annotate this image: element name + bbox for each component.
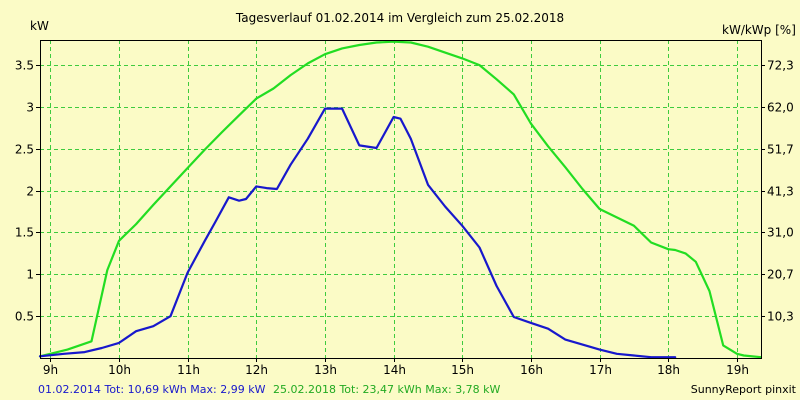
footer-stats-2014: 01.02.2014 Tot: 10,69 kWh Max: 2,99 kW xyxy=(38,383,266,396)
x-tick-label: 12h xyxy=(245,363,268,377)
y-tick-label-left: 2.5 xyxy=(15,143,34,157)
y-tick-label-left: 3.5 xyxy=(15,59,34,73)
x-tick-label: 11h xyxy=(177,363,200,377)
axis-ticks xyxy=(36,65,765,362)
x-tick-label: 17h xyxy=(589,363,612,377)
x-axis-tick-labels: 9h 10h 11h 12h 13h 14h 15h 16h 17h 18h 19h xyxy=(43,363,749,377)
y-tick-label-left: 0.5 xyxy=(15,310,34,324)
series-lines xyxy=(38,40,763,359)
footer-stats-2018: 25.02.2018 Tot: 23,47 kWh Max: 3,78 kW xyxy=(273,383,501,396)
x-tick-label: 19h xyxy=(726,363,749,377)
y-tick-label-left: 1 xyxy=(26,268,34,282)
x-tick-label: 14h xyxy=(383,363,406,377)
x-tick-label: 9h xyxy=(43,363,58,377)
y-tick-label-right: 41,3 xyxy=(767,185,794,199)
y-tick-label-right: 72,3 xyxy=(767,59,794,73)
series-line-25-02-2018 xyxy=(38,40,763,359)
grid-lines xyxy=(40,40,761,358)
series-line-01-02-2014 xyxy=(38,107,677,359)
x-tick-label: 10h xyxy=(108,363,131,377)
y-tick-label-left: 3 xyxy=(26,101,34,115)
y-tick-label-left: 2 xyxy=(26,185,34,199)
x-tick-label: 15h xyxy=(451,363,474,377)
y-tick-label-right: 62,0 xyxy=(767,101,794,115)
y-tick-label-right: 51,7 xyxy=(767,143,794,157)
y-axis-left-tick-labels: 0.5 1 1.5 2 2.5 3 3.5 xyxy=(15,59,34,324)
footer-stats: 01.02.2014 Tot: 10,69 kWh Max: 2,99 kW 2… xyxy=(38,383,501,396)
x-tick-label: 18h xyxy=(657,363,680,377)
y-axis-right-label: kW/kWp [%] xyxy=(722,23,796,37)
footer-credit: SunnyReport pinxit xyxy=(691,383,797,396)
x-tick-label: 16h xyxy=(520,363,543,377)
y-tick-label-right: 31,0 xyxy=(767,226,794,240)
y-axis-right-tick-labels: 10,3 20,7 31,0 41,3 51,7 62,0 72,3 xyxy=(767,59,794,324)
chart-title: Tagesverlauf 01.02.2014 im Vergleich zum… xyxy=(235,11,564,25)
x-tick-label: 13h xyxy=(314,363,337,377)
y-tick-label-right: 10,3 xyxy=(767,310,794,324)
y-tick-label-right: 20,7 xyxy=(767,268,794,282)
y-axis-left-label: kW xyxy=(30,19,49,33)
plot-frame xyxy=(40,40,762,359)
y-tick-label-left: 1.5 xyxy=(15,226,34,240)
